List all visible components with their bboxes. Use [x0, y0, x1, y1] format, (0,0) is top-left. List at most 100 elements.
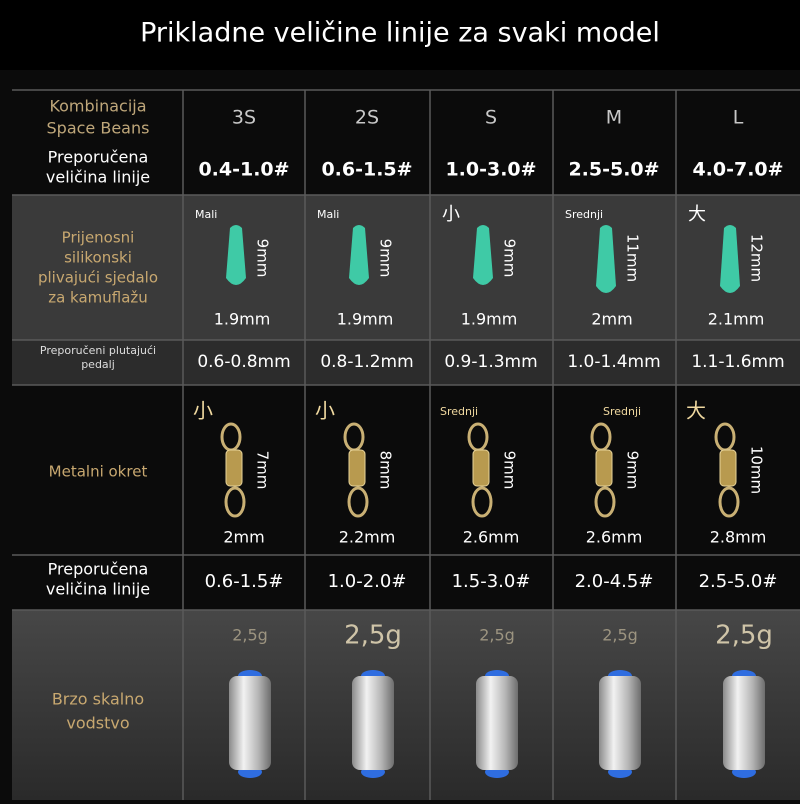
height-label: 12mm: [748, 234, 766, 282]
swivel-barrel: [595, 449, 613, 487]
swivel-barrel: [472, 449, 490, 487]
swivel-ring: [224, 486, 246, 518]
swivel: [220, 422, 246, 518]
size-label: 小: [315, 399, 335, 423]
width-label: 2.8mm: [710, 528, 767, 547]
size-label: 大: [686, 399, 706, 423]
cell-value: 0.9-1.3mm: [444, 352, 537, 372]
silicone-bead: [226, 225, 246, 285]
cell-value: 1.1-1.6mm: [691, 352, 784, 372]
swivel: [343, 422, 369, 518]
width-label: 2mm: [591, 310, 632, 329]
row-label: Preporučena: [48, 148, 149, 167]
sinker-body: [723, 676, 765, 770]
row-label: za kamuflažu: [48, 289, 148, 307]
swivel-ring: [471, 486, 493, 518]
cell-value: 0.6-1.5#: [321, 159, 412, 181]
sinker-band: [12, 610, 800, 800]
swivel: [467, 422, 493, 518]
float-band: [12, 340, 800, 385]
height-label: 9mm: [377, 239, 395, 278]
swivel-barrel: [225, 449, 243, 487]
row-label: Brzo skalno: [52, 690, 144, 709]
row-label: Preporučena: [48, 560, 149, 579]
cell-value: 2S: [355, 107, 379, 129]
swivel-barrel: [348, 449, 366, 487]
grid: [12, 89, 800, 800]
swivel: [714, 422, 740, 518]
weight-label: 2,5g: [602, 626, 638, 645]
swivel-barrel: [719, 449, 737, 487]
size-label: 小: [193, 399, 213, 423]
sinker-body: [352, 676, 394, 770]
size-label: Mali: [195, 208, 217, 221]
swivel: [590, 422, 616, 518]
title: Prikladne veličine linije za svaki model: [140, 18, 660, 49]
height-label: 11mm: [624, 234, 642, 282]
row-label: veličina linije: [46, 580, 150, 599]
width-label: 1.9mm: [337, 310, 394, 329]
width-label: 2mm: [223, 528, 264, 547]
cell-value: 1.0-2.0#: [328, 571, 407, 592]
swivel-ring: [594, 486, 616, 518]
height-label: 9mm: [254, 239, 272, 278]
row-label: Kombinacija: [49, 97, 146, 116]
cell-value: L: [733, 107, 744, 129]
height-label: 8mm: [377, 451, 395, 490]
size-label: Srednji: [603, 405, 641, 418]
row-label: vodstvo: [66, 714, 129, 733]
width-label: 2.2mm: [339, 528, 396, 547]
height-label: 9mm: [501, 239, 519, 278]
width-label: 1.9mm: [214, 310, 271, 329]
silicone-bead: [349, 225, 369, 285]
silicone-bead: [596, 225, 616, 293]
cell-value: 1.0-1.4mm: [567, 352, 660, 372]
silicone-bead: [720, 225, 740, 293]
cell-value: 2.5-5.0#: [699, 571, 778, 592]
silicone-band: [12, 195, 800, 340]
row-label: veličina linije: [46, 168, 150, 187]
weight-label: 2,5g: [232, 626, 268, 645]
sinker-body: [229, 676, 271, 770]
swivel-ring: [347, 486, 369, 518]
silicone-bead: [473, 225, 493, 285]
sinker-body: [599, 676, 641, 770]
size-label: Srednji: [440, 405, 478, 418]
cell-value: 0.6-0.8mm: [197, 352, 290, 372]
sinker-body: [476, 676, 518, 770]
row-label: Prijenosni: [62, 229, 135, 247]
row-label: plivajući sjedalo: [38, 269, 158, 287]
cell-value: 1.5-3.0#: [452, 571, 531, 592]
size-label: 大: [688, 204, 706, 225]
swivel-ring: [718, 486, 740, 518]
cell-value: 4.0-7.0#: [692, 159, 783, 181]
width-label: 2.1mm: [708, 310, 765, 329]
width-label: 1.9mm: [461, 310, 518, 329]
title-band: [0, 0, 800, 70]
width-label: 2.6mm: [463, 528, 520, 547]
row-label: pedalj: [81, 358, 115, 371]
cell-value: 2.0-4.5#: [575, 571, 654, 592]
cell-value: 0.6-1.5#: [205, 571, 284, 592]
size-label: Srednji: [565, 208, 603, 221]
row-label: silikonski: [64, 249, 132, 267]
cell-value: 1.0-3.0#: [445, 159, 536, 181]
weight-label: 2,5g: [344, 621, 402, 651]
height-label: 7mm: [254, 451, 272, 490]
weight-label: 2,5g: [715, 621, 773, 651]
row-label: Preporučeni plutajući: [40, 344, 156, 357]
cell-value: 0.8-1.2mm: [320, 352, 413, 372]
cell-value: 0.4-1.0#: [198, 159, 289, 181]
weight-label: 2,5g: [479, 626, 515, 645]
cell-value: 2.5-5.0#: [568, 159, 659, 181]
size-label: 小: [442, 204, 460, 225]
height-label: 9mm: [624, 451, 642, 490]
row-label: Metalni okret: [49, 463, 148, 481]
height-label: 9mm: [501, 451, 519, 490]
width-label: 2.6mm: [586, 528, 643, 547]
cell-value: S: [485, 107, 497, 129]
row-label: Space Beans: [47, 119, 150, 138]
height-label: 10mm: [748, 446, 766, 494]
size-label: Mali: [317, 208, 339, 221]
